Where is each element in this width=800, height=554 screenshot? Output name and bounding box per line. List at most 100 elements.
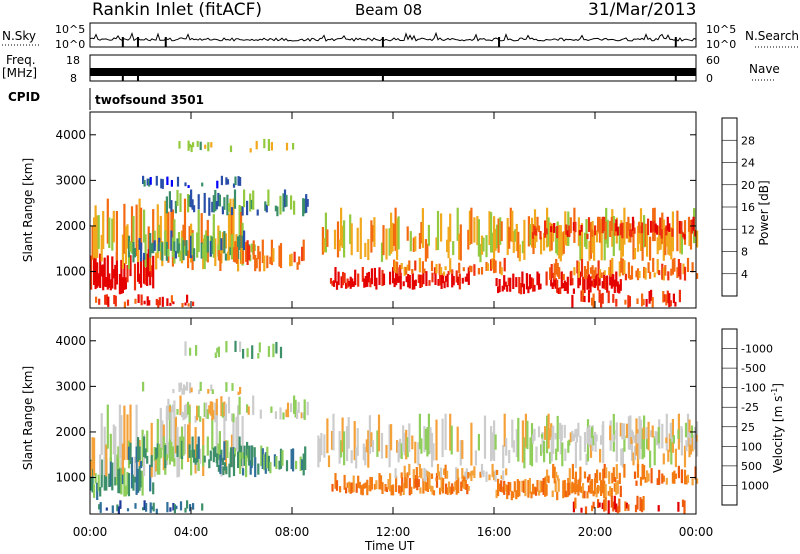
range-gate-cell	[133, 263, 137, 291]
range-gate-cell	[522, 480, 525, 493]
range-gate-cell	[266, 446, 269, 469]
range-gate-cell	[639, 225, 642, 234]
range-gate-cell	[638, 271, 641, 278]
range-gate-cell	[196, 140, 199, 147]
range-gate-cell	[515, 490, 518, 500]
range-gate-cell	[623, 260, 626, 275]
range-gate-cell	[397, 216, 400, 250]
range-gate-cell	[140, 460, 143, 469]
range-gate-cell	[530, 423, 534, 467]
range-gate-cell	[696, 273, 699, 279]
range-gate-cell	[580, 223, 584, 260]
range-gate-cell	[473, 466, 476, 478]
range-gate-cell	[497, 478, 500, 497]
range-gate-cell	[250, 199, 253, 209]
range-gate-cell	[623, 435, 626, 452]
range-gate-cell	[574, 441, 577, 469]
range-gate-cell	[149, 177, 152, 185]
range-gate-cell	[503, 413, 506, 447]
range-gate-cell	[225, 341, 228, 353]
range-gate-cell	[450, 270, 453, 274]
range-gate-cell	[216, 453, 219, 467]
range-gate-cell	[96, 482, 99, 500]
range-gate-cell	[290, 449, 293, 470]
range-gate-cell	[138, 446, 141, 460]
range-gate-cell	[533, 428, 536, 441]
range-gate-cell	[493, 471, 496, 481]
range-gate-cell	[438, 263, 441, 275]
range-gate-cell	[140, 256, 143, 288]
range-gate-cell	[183, 404, 187, 420]
range-gate-cell	[436, 463, 440, 476]
range-gate-cell	[327, 455, 331, 468]
range-gate-cell	[276, 206, 279, 217]
range-gate-cell	[642, 496, 645, 511]
range-gate-cell	[594, 275, 597, 288]
range-gate-cell	[215, 404, 218, 461]
range-gate-cell	[625, 423, 628, 439]
colorbar-label: 28	[741, 134, 755, 147]
range-gate-cell	[146, 178, 149, 186]
range-gate-cell	[384, 484, 387, 492]
range-gate-cell	[490, 212, 493, 253]
cpid-row: CPID twofsound 3501	[8, 88, 204, 110]
x-tick-label: 08:00	[275, 525, 310, 539]
range-gate-cell	[592, 490, 595, 497]
range-gate-cell	[96, 262, 99, 288]
range-gate-cell	[170, 200, 173, 212]
range-gate-cell	[221, 232, 224, 254]
range-gate-cell	[685, 440, 688, 452]
range-gate-cell	[531, 278, 535, 292]
colorbar-frame	[721, 328, 738, 506]
range-gate-cell	[326, 229, 329, 247]
range-gate-cell	[400, 443, 403, 459]
range-gate-cell	[413, 477, 416, 489]
range-gate-cell	[285, 409, 288, 418]
range-gate-cell	[127, 235, 131, 258]
range-gate-cell	[527, 216, 530, 247]
range-gate-cell	[155, 298, 158, 306]
colorbar-label: 4	[741, 268, 748, 281]
range-gate-cell	[380, 242, 384, 262]
range-gate-cell	[112, 210, 115, 243]
range-gate-cell	[676, 210, 679, 252]
range-gate-cell	[151, 506, 154, 510]
range-gate-cell	[603, 216, 606, 231]
colorbar-label: 8	[741, 246, 748, 259]
range-gate-cell	[359, 217, 362, 260]
range-gate-cell	[694, 229, 697, 237]
range-gate-cell	[509, 207, 512, 242]
range-gate-cell	[592, 435, 595, 446]
range-gate-cell	[630, 437, 633, 445]
range-gate-cell	[161, 179, 164, 189]
range-gate-cell	[571, 278, 574, 286]
range-gate-cell	[408, 463, 411, 476]
range-gate-cell	[161, 420, 164, 450]
range-gate-cell	[176, 176, 180, 187]
range-gate-cell	[537, 426, 541, 438]
range-gate-cell	[516, 479, 519, 498]
range-gate-cell	[633, 471, 637, 479]
range-gate-cell	[330, 431, 334, 450]
range-gate-cell	[348, 280, 351, 287]
range-gate-cell	[540, 444, 543, 456]
range-gate-cell	[507, 481, 510, 496]
range-gate-cell	[662, 219, 665, 261]
range-gate-cell	[572, 288, 575, 294]
range-gate-cell	[594, 267, 597, 275]
range-gate-cell	[274, 205, 277, 212]
range-gate-cell	[176, 409, 179, 415]
range-gate-cell	[382, 225, 385, 256]
range-gate-cell	[373, 483, 376, 490]
range-gate-cell	[396, 440, 399, 453]
range-gate-cell	[290, 403, 293, 413]
range-gate-cell	[439, 487, 442, 495]
range-gate-cell	[589, 222, 593, 259]
range-gate-cell	[191, 436, 194, 458]
range-gate-cell	[331, 281, 334, 286]
range-gate-cell	[565, 282, 568, 291]
range-gate-cell	[562, 283, 565, 289]
range-gate-cell	[534, 487, 538, 496]
range-gate-cell	[512, 440, 515, 453]
